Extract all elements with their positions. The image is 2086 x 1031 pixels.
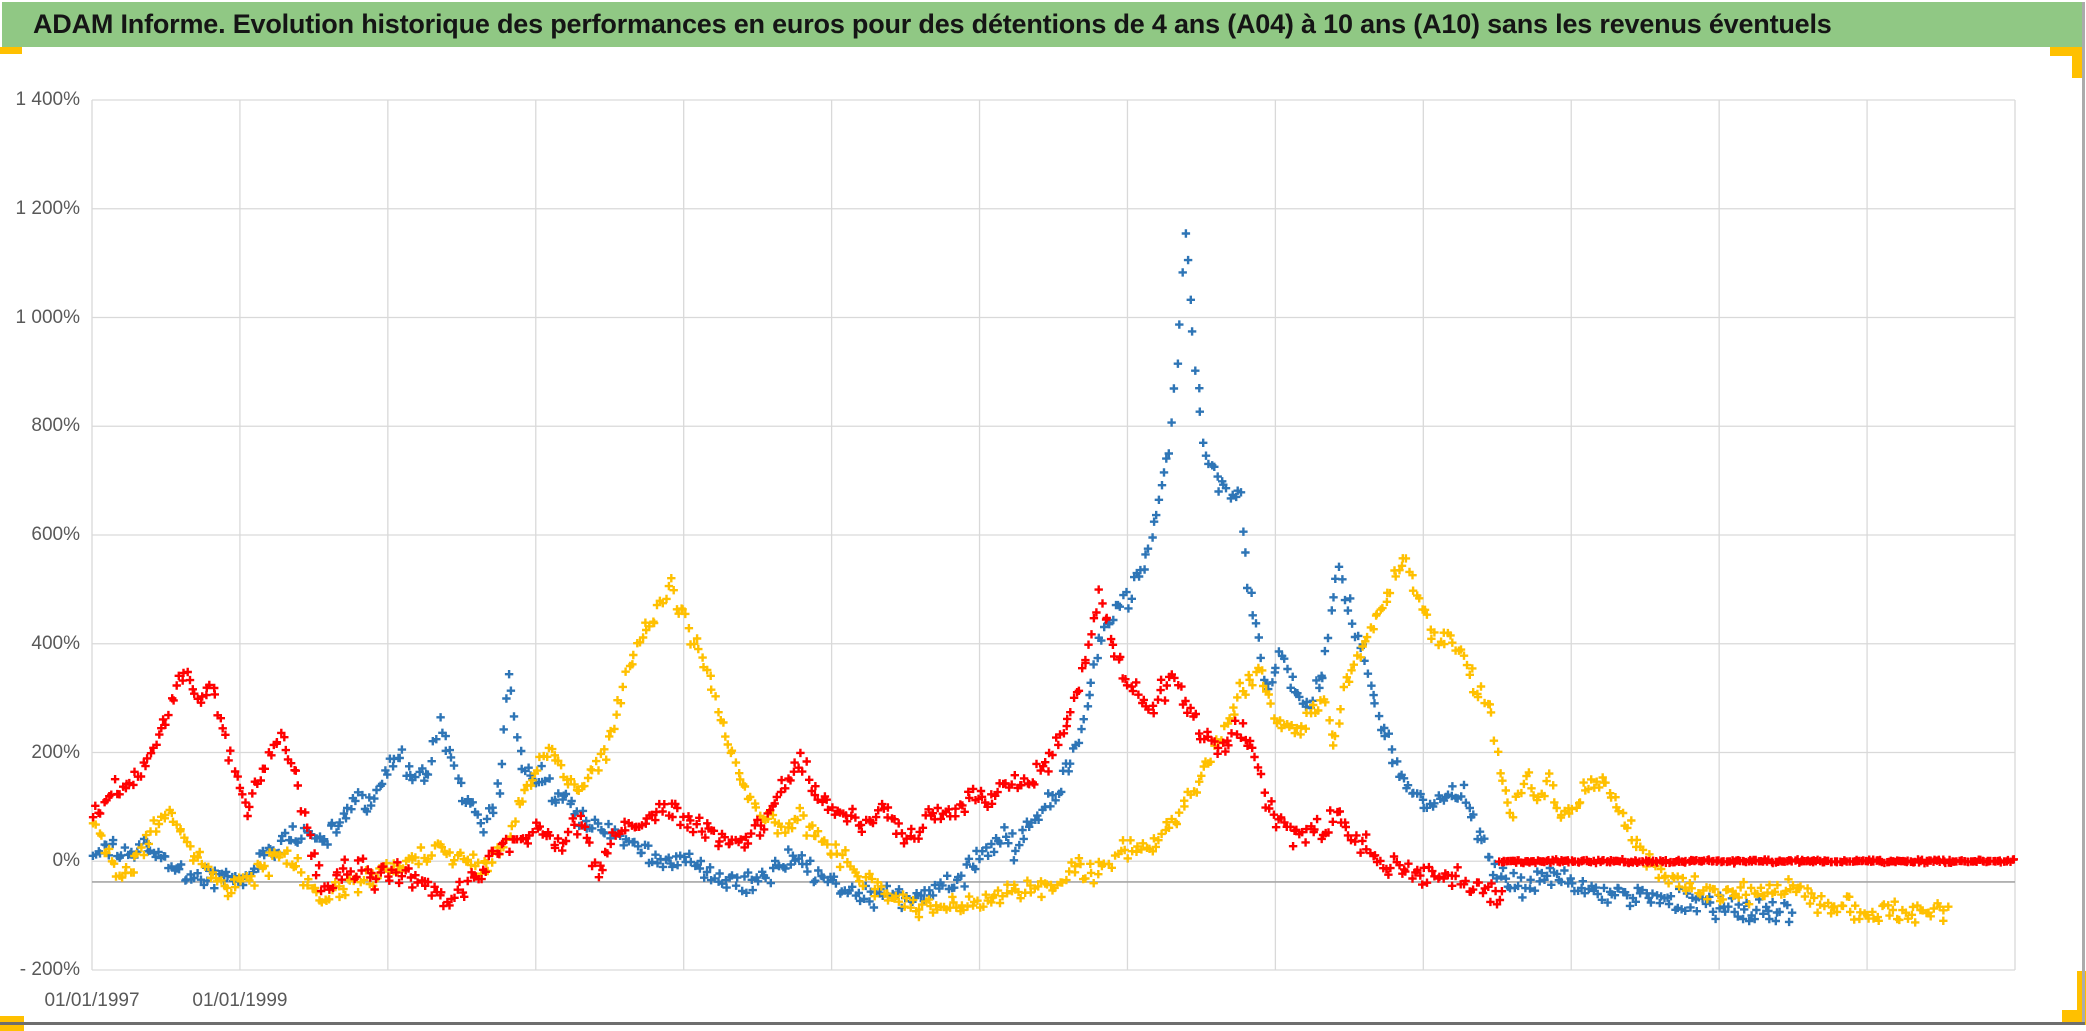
y-tick-label: 600%	[31, 524, 80, 545]
y-tick-label: 400%	[31, 632, 80, 654]
series-yellow-markers	[88, 554, 1953, 927]
y-tick-label: 1 000%	[15, 306, 80, 328]
y-tick-label: 0%	[52, 850, 80, 872]
chart-title: ADAM Informe. Evolution historique des p…	[33, 9, 1832, 39]
corner-mark-bottom-right-v	[2077, 971, 2086, 1025]
chart-right-border	[2082, 2, 2085, 1024]
corner-mark-top-right-v	[2072, 47, 2083, 78]
x-tick-label: 01/01/1999	[192, 990, 288, 1011]
corner-mark-top-right-h	[2050, 47, 2083, 56]
y-tick-label: 200%	[31, 741, 80, 763]
chart-bottom-border	[0, 1022, 2085, 1025]
corner-mark-bottom-right-h	[2062, 1010, 2086, 1025]
chart-title-bar: ADAM Informe. Evolution historique des p…	[2, 2, 2083, 47]
series-blue-markers	[88, 229, 1797, 927]
y-tick-label: 800%	[31, 415, 80, 437]
y-tick-label: 1 200%	[15, 197, 80, 219]
corner-mark-top-left	[0, 47, 22, 54]
series-red-markers	[88, 585, 2018, 911]
x-tick-label: 01/01/1997	[44, 990, 140, 1011]
y-tick-label: - 200%	[19, 959, 80, 980]
y-tick-label: 1 400%	[15, 89, 80, 110]
